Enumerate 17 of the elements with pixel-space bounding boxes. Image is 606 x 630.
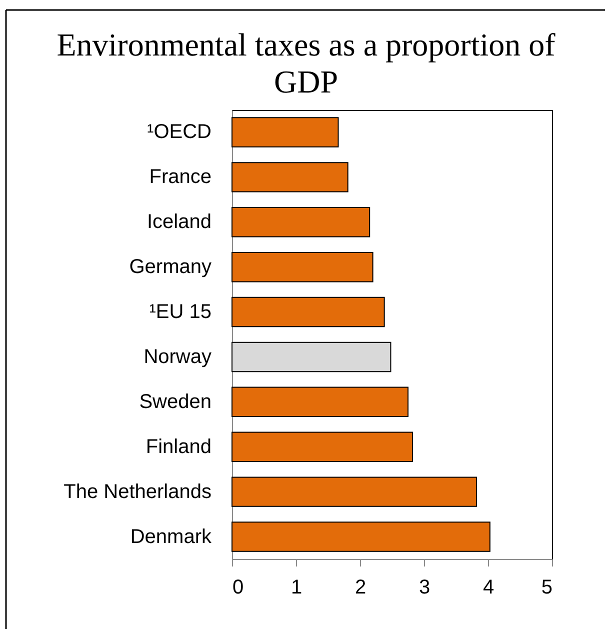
x-tick-label: 2 [354,576,366,598]
y-tick-label: Finland [146,436,212,458]
y-tick-label: ¹EU 15 [149,301,212,324]
x-tick-label: 1 [290,576,302,598]
x-tick-label: 3 [418,576,430,598]
y-tick-label: Denmark [130,526,212,548]
y-tick-label: Germany [129,256,212,278]
y-tick-label: The Netherlands [64,480,212,503]
y-tick-label: Norway [144,346,212,368]
x-tick-label: 5 [541,576,552,598]
y-tick-label: Sweden [139,390,212,413]
x-tick-label: 0 [232,576,244,598]
y-tick-label: ¹OECD [147,121,212,144]
x-tick-label: 4 [482,576,494,598]
y-tick-label: Iceland [147,211,212,234]
chart-title: Environmental taxes as a proportion of GDP [56,26,556,100]
y-tick-label: France [149,166,212,188]
